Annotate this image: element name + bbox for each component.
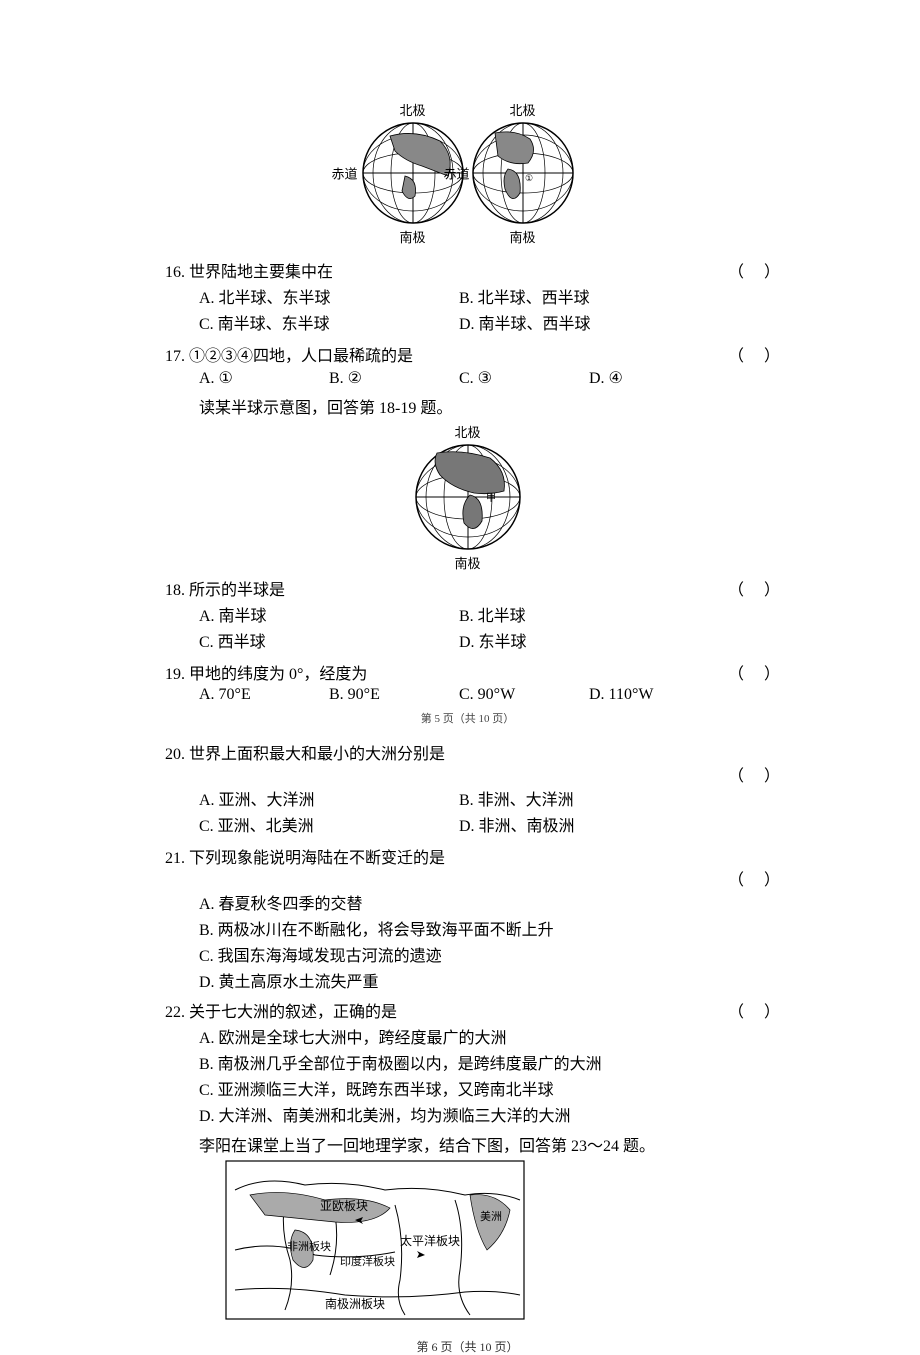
globe-right-north-label: 北极 (470, 100, 576, 119)
q16-optA: A. 北半球、东半球 (199, 284, 459, 308)
q20-optA: A. 亚洲、大洋洲 (199, 786, 459, 810)
globe-right-svg: ① (470, 121, 576, 225)
q16-optB: B. 北半球、西半球 (459, 284, 719, 308)
q21-optB: B. 两极冰川在不断融化，将会导致海平面不断上升 (199, 916, 770, 940)
q22-options: A. 欧洲是全球七大洲中，跨经度最广的大洲 B. 南极洲几乎全部位于南极圈以内，… (199, 1024, 770, 1126)
globe-right-wrap: 北极 赤道 ① 南极 (470, 100, 576, 246)
svg-text:①: ① (525, 173, 533, 183)
figure-two-hemispheres: 北极 赤道 南极 北极 赤道 (165, 100, 770, 246)
globe-right-equator-label: 赤道 (444, 164, 470, 183)
globe-left-equator-label: 赤道 (332, 164, 358, 183)
fig3-eurasia-label: 亚欧板块 (320, 1199, 368, 1213)
question-22: 22. 关于七大洲的叙述，正确的是 （ ） (165, 998, 770, 1022)
question-20: 20. 世界上面积最大和最小的大洲分别是 (165, 740, 770, 764)
fig3-america-label: 美洲 (480, 1210, 502, 1223)
q19-optA: A. 70°E (199, 686, 329, 704)
q20-optC: C. 亚洲、北美洲 (199, 812, 459, 836)
q19-optC: C. 90°W (459, 686, 589, 704)
q18-optC: C. 西半球 (199, 628, 459, 652)
figure-tectonic-plates: 亚欧板块 非洲板块 太平洋板块 印度洋板块 南极洲板块 美洲 (185, 1160, 770, 1320)
q17-optD: D. ④ (589, 368, 719, 388)
q17-options: A. ① B. ② C. ③ D. ④ (199, 368, 770, 388)
q17-text: 17. ①②③④四地，人口最稀疏的是 (165, 348, 413, 365)
q17-optA: A. ① (199, 368, 329, 388)
q16-bracket: （ ） (728, 258, 780, 282)
q21-text: 21. 下列现象能说明海陆在不断变迁的是 (165, 850, 445, 867)
q18-optB: B. 北半球 (459, 602, 719, 626)
q22-optA: A. 欧洲是全球七大洲中，跨经度最广的大洲 (199, 1024, 770, 1048)
fig3-antarctic-label: 南极洲板块 (325, 1296, 385, 1311)
globe-right: 赤道 ① (470, 121, 576, 225)
q20-optD: D. 非洲、南极洲 (459, 812, 719, 836)
q19-optB: B. 90°E (329, 686, 459, 704)
q20-options: A. 亚洲、大洋洲 B. 非洲、大洋洲 C. 亚洲、北美洲 D. 非洲、南极洲 (199, 786, 770, 838)
svg-text:甲: 甲 (486, 493, 496, 504)
q17-optC: C. ③ (459, 368, 589, 388)
q16-optC: C. 南半球、东半球 (199, 310, 459, 334)
q18-text: 18. 所示的半球是 (165, 582, 285, 599)
question-21: 21. 下列现象能说明海陆在不断变迁的是 (165, 844, 770, 868)
question-19: 19. 甲地的纬度为 0°，经度为 （ ） (165, 660, 770, 684)
globe-right-south-label: 南极 (470, 227, 576, 246)
q20-bracket: （ ） (728, 762, 780, 786)
q22-text: 22. 关于七大洲的叙述，正确的是 (165, 1004, 397, 1021)
q16-text: 16. 世界陆地主要集中在 (165, 264, 333, 281)
mid-page-footer: 第 5 页（共 10 页） (165, 710, 770, 726)
q18-optD: D. 东半球 (459, 628, 719, 652)
fig2-north-label: 北极 (165, 422, 770, 441)
q16-optD: D. 南半球、西半球 (459, 310, 719, 334)
fig3-pacific-label: 太平洋板块 (400, 1233, 460, 1248)
q16-options: A. 北半球、东半球 B. 北半球、西半球 C. 南半球、东半球 D. 南半球、… (199, 284, 770, 336)
figure2-svg: 甲 (412, 443, 524, 551)
q18-optA: A. 南半球 (199, 602, 459, 626)
fig2-south-label: 南极 (165, 553, 770, 572)
q21-optA: A. 春夏秋冬四季的交替 (199, 890, 770, 914)
fig3-india-label: 印度洋板块 (340, 1254, 395, 1268)
fig3-africa-label: 非洲板块 (287, 1239, 331, 1253)
q19-bracket: （ ） (728, 660, 780, 684)
q22-optC: C. 亚洲濒临三大洋，既跨东西半球，又跨南北半球 (199, 1076, 770, 1100)
question-18: 18. 所示的半球是 （ ） (165, 576, 770, 600)
q19-options: A. 70°E B. 90°E C. 90°W D. 110°W (199, 686, 770, 704)
instruction-18-19: 读某半球示意图，回答第 18-19 题。 (199, 394, 770, 418)
q21-optC: C. 我国东海海域发现古河流的遗迹 (199, 942, 770, 966)
figure-hemisphere: 北极 甲 南极 (165, 422, 770, 572)
q21-optD: D. 黄土高原水土流失严重 (199, 968, 770, 992)
q22-optB: B. 南极洲几乎全部位于南极圈以内，是跨纬度最广的大洲 (199, 1050, 770, 1074)
q19-text: 19. 甲地的纬度为 0°，经度为 (165, 666, 367, 683)
globe-left-north-label: 北极 (360, 100, 466, 119)
figure3-svg: 亚欧板块 非洲板块 太平洋板块 印度洋板块 南极洲板块 美洲 (225, 1160, 525, 1320)
q21-options: A. 春夏秋冬四季的交替 B. 两极冰川在不断融化，将会导致海平面不断上升 C.… (199, 890, 770, 992)
q17-optB: B. ② (329, 368, 459, 388)
q22-bracket: （ ） (728, 998, 780, 1022)
question-17: 17. ①②③④四地，人口最稀疏的是 （ ） (165, 342, 770, 366)
q21-bracket: （ ） (728, 866, 780, 890)
q20-text: 20. 世界上面积最大和最小的大洲分别是 (165, 746, 445, 763)
globe-left-south-label: 南极 (360, 227, 466, 246)
q18-options: A. 南半球 B. 北半球 C. 西半球 D. 东半球 (199, 602, 770, 654)
q22-optD: D. 大洋洲、南美洲和北美洲，均为濒临三大洋的大洲 (199, 1102, 770, 1126)
page-footer: 第 6 页（共 10 页） (165, 1338, 770, 1355)
q17-bracket: （ ） (728, 342, 780, 366)
passage-23-24: 李阳在课堂上当了一回地理学家，结合下图，回答第 23～24 题。 (199, 1132, 770, 1156)
question-16: 16. 世界陆地主要集中在 （ ） (165, 258, 770, 282)
q18-bracket: （ ） (728, 576, 780, 600)
q20-optB: B. 非洲、大洋洲 (459, 786, 719, 810)
q19-optD: D. 110°W (589, 686, 719, 704)
